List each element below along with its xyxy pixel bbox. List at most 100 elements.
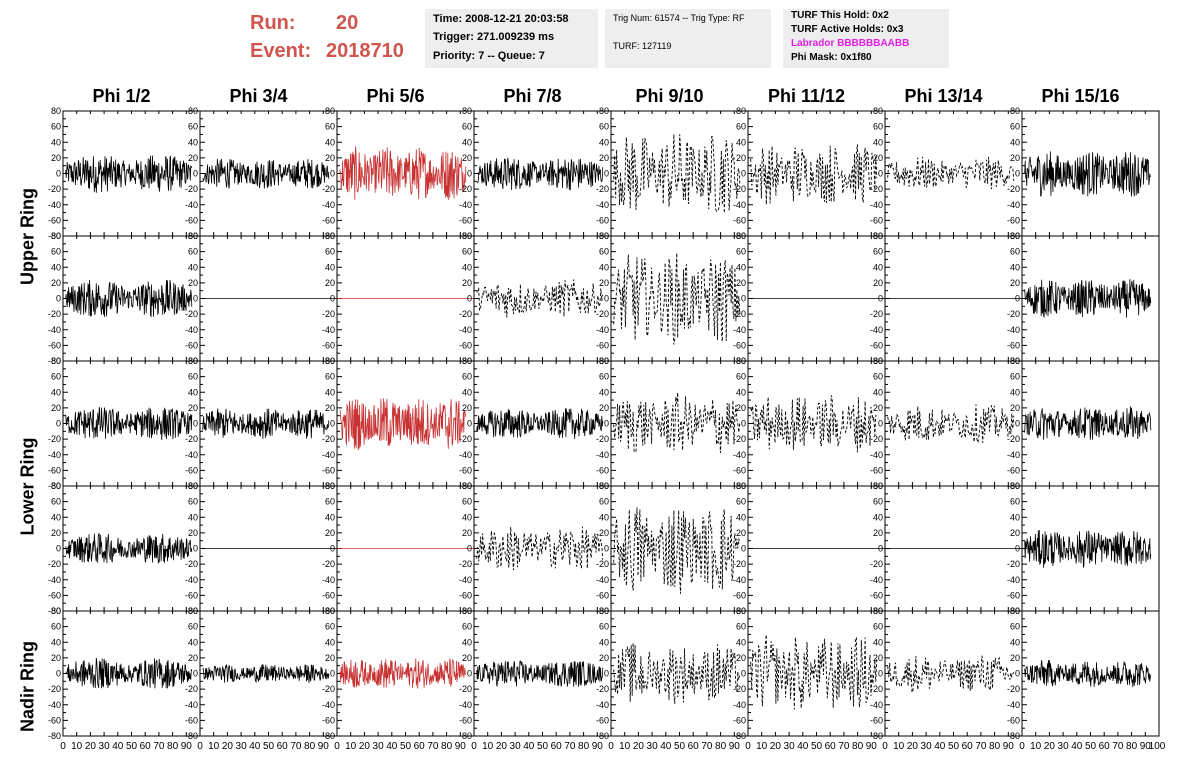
y-tick-label: -60 bbox=[459, 215, 472, 225]
y-tick-label: 20 bbox=[736, 528, 746, 538]
y-tick-label: -20 bbox=[48, 434, 61, 444]
y-tick-label: -80 bbox=[48, 731, 61, 741]
y-tick-label: -20 bbox=[870, 684, 883, 694]
trig-num-text: Trig Num: 61574 -- Trig Type: RF bbox=[613, 13, 745, 23]
y-tick-label: -60 bbox=[870, 340, 883, 350]
x-tick-label: 70 bbox=[975, 741, 987, 752]
x-tick-label: 10 bbox=[1030, 741, 1042, 752]
y-tick-label: 0 bbox=[467, 669, 472, 679]
y-tick-label: -60 bbox=[596, 340, 609, 350]
y-tick-label: -20 bbox=[459, 184, 472, 194]
x-tick-label: 0 bbox=[608, 741, 614, 752]
x-tick-label: 90 bbox=[181, 741, 193, 752]
y-tick-label: 80 bbox=[599, 606, 609, 616]
y-tick-label: 20 bbox=[599, 653, 609, 663]
y-tick-label: 0 bbox=[467, 294, 472, 304]
x-tick-label: 30 bbox=[784, 741, 796, 752]
y-tick-label: 40 bbox=[599, 637, 609, 647]
y-tick-label: 80 bbox=[736, 356, 746, 366]
x-tick-label: 90 bbox=[1003, 741, 1015, 752]
waveform-trace bbox=[1024, 406, 1152, 440]
y-tick-label: 0 bbox=[1015, 419, 1020, 429]
y-tick-label: -60 bbox=[733, 715, 746, 725]
y-tick-label: -40 bbox=[322, 325, 335, 335]
y-tick-label: 80 bbox=[873, 231, 883, 241]
y-tick-label: -60 bbox=[459, 590, 472, 600]
y-tick-label: -20 bbox=[48, 184, 61, 194]
y-tick-label: -40 bbox=[322, 700, 335, 710]
y-tick-label: 20 bbox=[188, 653, 198, 663]
y-tick-label: 60 bbox=[462, 372, 472, 382]
waveform-trace bbox=[1024, 151, 1151, 197]
y-tick-label: -20 bbox=[870, 434, 883, 444]
y-tick-label: -60 bbox=[733, 340, 746, 350]
x-tick-label: 0 bbox=[1019, 741, 1025, 752]
y-tick-label: -60 bbox=[48, 215, 61, 225]
y-tick-label: 40 bbox=[325, 137, 335, 147]
y-tick-label: -60 bbox=[1007, 590, 1020, 600]
y-tick-label: -20 bbox=[1007, 684, 1020, 694]
y-tick-label: 80 bbox=[51, 606, 61, 616]
y-tick-label: 20 bbox=[325, 278, 335, 288]
y-tick-label: 0 bbox=[56, 544, 61, 554]
y-tick-label: -40 bbox=[870, 450, 883, 460]
run-label: Run: bbox=[250, 12, 296, 34]
y-tick-label: -60 bbox=[48, 465, 61, 475]
y-tick-label: -40 bbox=[596, 450, 609, 460]
y-tick-label: 0 bbox=[193, 294, 198, 304]
y-tick-label: 80 bbox=[188, 356, 198, 366]
y-tick-label: -60 bbox=[185, 215, 198, 225]
y-tick-label: -40 bbox=[322, 575, 335, 585]
y-tick-label: -40 bbox=[48, 200, 61, 210]
y-tick-label: 80 bbox=[873, 481, 883, 491]
waveform-trace bbox=[887, 404, 1015, 443]
x-tick-label: 60 bbox=[1099, 741, 1111, 752]
phi-header-15-16: Phi 15/16 bbox=[1041, 86, 1120, 106]
y-tick-label: -60 bbox=[48, 715, 61, 725]
x-tick-label: 90 bbox=[866, 741, 878, 752]
y-tick-label: 40 bbox=[325, 387, 335, 397]
x-tick-label: 30 bbox=[921, 741, 933, 752]
y-tick-label: -60 bbox=[322, 590, 335, 600]
y-tick-label: 20 bbox=[325, 153, 335, 163]
waveform-trace bbox=[1024, 659, 1152, 688]
y-tick-label: -40 bbox=[48, 450, 61, 460]
y-tick-label: -20 bbox=[1007, 559, 1020, 569]
trigger-text: Trigger: 271.009239 ms bbox=[433, 31, 555, 43]
y-tick-label: 80 bbox=[873, 606, 883, 616]
y-tick-label: 40 bbox=[188, 512, 198, 522]
x-tick-label: 10 bbox=[619, 741, 631, 752]
x-tick-label: 30 bbox=[1058, 741, 1070, 752]
y-tick-label: -40 bbox=[459, 325, 472, 335]
x-tick-label: 60 bbox=[825, 741, 837, 752]
y-tick-label: 0 bbox=[878, 169, 883, 179]
y-tick-label: -20 bbox=[596, 184, 609, 194]
waveform-trace bbox=[750, 395, 878, 453]
x-tick-label: 30 bbox=[510, 741, 522, 752]
x-tick-label: 90 bbox=[729, 741, 741, 752]
waveform-trace bbox=[613, 253, 741, 345]
y-tick-label: 40 bbox=[462, 512, 472, 522]
y-tick-label: 20 bbox=[873, 403, 883, 413]
y-tick-label: 80 bbox=[462, 606, 472, 616]
y-tick-label: 60 bbox=[462, 622, 472, 632]
phi-header-7-8: Phi 7/8 bbox=[503, 86, 562, 106]
x-tick-label: 40 bbox=[1071, 741, 1083, 752]
y-tick-label: 0 bbox=[330, 544, 335, 554]
y-tick-label: -40 bbox=[459, 200, 472, 210]
y-tick-label: -60 bbox=[870, 590, 883, 600]
y-tick-label: 60 bbox=[325, 122, 335, 132]
y-tick-label: 80 bbox=[51, 481, 61, 491]
y-tick-label: -40 bbox=[596, 200, 609, 210]
y-tick-label: 80 bbox=[1010, 606, 1020, 616]
y-tick-label: -20 bbox=[48, 559, 61, 569]
y-tick-label: 80 bbox=[873, 356, 883, 366]
y-tick-label: -40 bbox=[596, 700, 609, 710]
phi-header-9-10: Phi 9/10 bbox=[635, 86, 704, 106]
y-tick-label: 20 bbox=[736, 653, 746, 663]
y-tick-label: 20 bbox=[188, 528, 198, 538]
y-tick-label: 60 bbox=[462, 247, 472, 257]
y-tick-label: 40 bbox=[736, 512, 746, 522]
y-tick-label: 80 bbox=[325, 481, 335, 491]
